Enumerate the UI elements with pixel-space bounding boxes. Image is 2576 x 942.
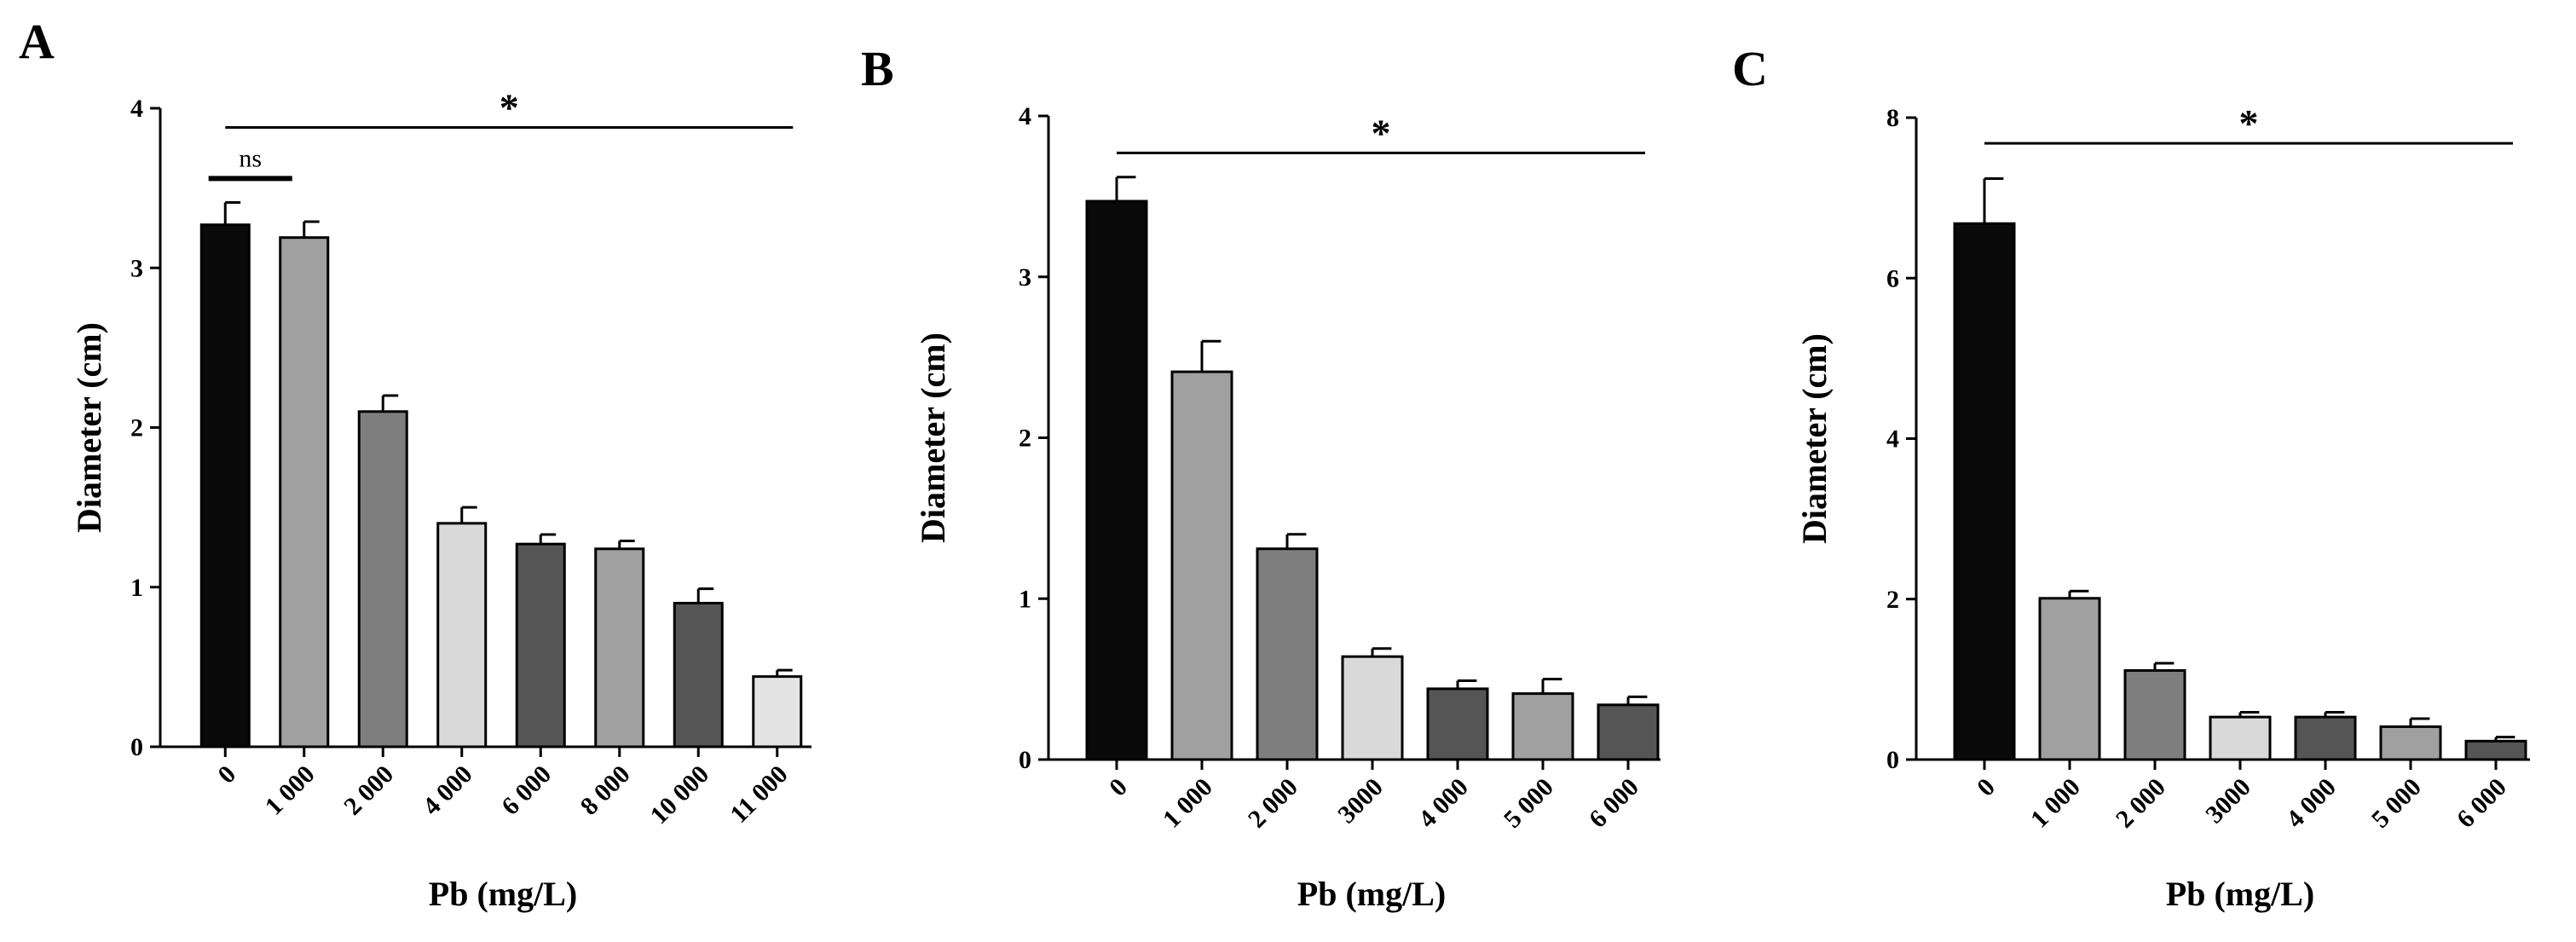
y-tick-label: 4: [1019, 102, 1031, 130]
panel-letter: A: [19, 14, 55, 69]
bar: [1085, 199, 1148, 761]
y-tick-label: 2: [1019, 425, 1031, 453]
panel-letter: B: [861, 41, 894, 96]
y-tick-label: 1: [130, 574, 143, 602]
x-axis-title: Pb (mg/L): [1297, 875, 1446, 913]
bar: [1256, 547, 1319, 761]
x-tick-label: 1 000: [260, 760, 321, 821]
bar: [2038, 597, 2101, 761]
x-tick-label: 8 000: [575, 760, 636, 821]
bar: [199, 223, 251, 748]
x-tick-label: 1 000: [1158, 773, 1218, 834]
x-tick-label: 1 000: [2025, 773, 2086, 834]
bar: [1170, 370, 1233, 761]
y-tick-label: 3: [130, 254, 143, 282]
x-tick-label: 0: [212, 760, 241, 789]
x-axis-title: Pb (mg/L): [429, 875, 577, 913]
x-tick-label: 3000: [1332, 773, 1389, 829]
y-tick-label: 0: [130, 733, 143, 761]
y-tick-label: 2: [130, 414, 143, 442]
y-tick-label: 1: [1019, 585, 1031, 613]
bar: [673, 601, 724, 748]
bar: [2294, 715, 2357, 761]
x-tick-label: 0: [1972, 773, 2001, 802]
y-tick-label: 8: [1886, 104, 1899, 132]
x-tick-label: 2 000: [338, 760, 399, 821]
significance-label-ns: ns: [239, 144, 262, 172]
x-tick-label: 11 000: [725, 760, 794, 829]
panel-letter: C: [1732, 41, 1768, 96]
x-tick-label: 5 000: [1499, 773, 1559, 834]
bar: [2464, 739, 2527, 761]
significance-label: *: [500, 85, 519, 129]
bar: [752, 675, 803, 748]
bar: [1341, 655, 1404, 761]
y-tick-label: 0: [1019, 746, 1031, 774]
y-tick-label: 4: [1886, 425, 1899, 454]
x-tick-label: 4 000: [2281, 773, 2342, 834]
y-tick-label: 2: [1886, 586, 1899, 614]
bar: [1953, 222, 2016, 761]
y-axis-title: Diameter (cm): [1795, 333, 1834, 544]
panel-c: C 0 1 000 2 000 3000 4 000 5 000 6 000 0 2 4 6 8 Diam…: [1732, 41, 2530, 913]
bar: [1597, 703, 1660, 761]
panel-a: A 0 1 000 2 000 4 000 6 000 8 000 10 000 11 000 0…: [19, 14, 811, 913]
x-tick-label: 3000: [2200, 773, 2256, 829]
bar: [1511, 692, 1574, 761]
x-tick-label: 2 000: [1243, 773, 1303, 834]
bar: [2123, 669, 2186, 761]
bar: [2209, 715, 2272, 761]
significance-label: *: [2239, 101, 2259, 145]
x-axis-title: Pb (mg/L): [2166, 875, 2314, 913]
bar: [357, 410, 408, 748]
x-tick-label: 4 000: [1413, 773, 1474, 834]
bar: [594, 547, 645, 748]
bar: [279, 236, 330, 748]
y-tick-label: 0: [1886, 746, 1899, 774]
y-axis-title: Diameter (cm): [914, 332, 952, 543]
x-tick-label: 10 000: [645, 760, 715, 830]
y-tick-label: 4: [130, 95, 143, 123]
x-tick-label: 4 000: [418, 760, 478, 821]
panel-b: B 0 1 000 2 000 3000 4 000 5 000 6 000 0 1 2 3 4 Diam…: [861, 41, 1661, 913]
y-tick-label: 6: [1886, 264, 1899, 292]
x-tick-label: 6 000: [2452, 773, 2512, 834]
x-tick-label: 6 000: [1584, 773, 1644, 834]
x-tick-label: 6 000: [496, 760, 557, 821]
bar: [1426, 687, 1489, 761]
significance-label: *: [1372, 111, 1391, 154]
bar: [2379, 725, 2442, 761]
y-tick-label: 3: [1019, 263, 1031, 292]
x-tick-label: 2 000: [2111, 773, 2171, 834]
x-tick-label: 5 000: [2366, 773, 2427, 834]
x-tick-label: 0: [1104, 773, 1133, 802]
bar: [515, 542, 566, 748]
y-axis-title: Diameter (cm): [70, 322, 108, 533]
bar: [436, 522, 488, 748]
